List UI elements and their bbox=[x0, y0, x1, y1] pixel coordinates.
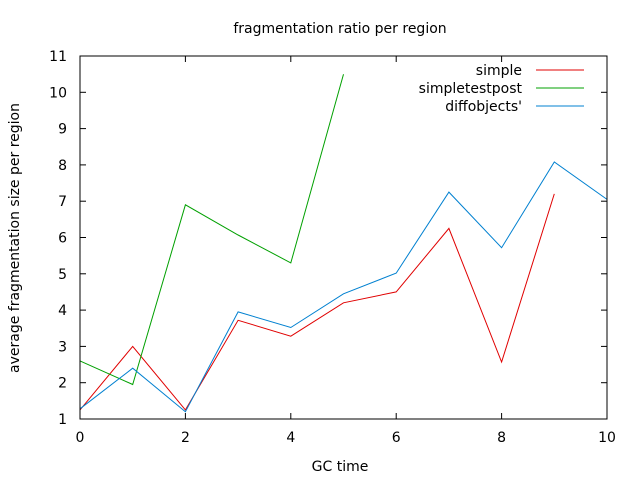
y-tick-label: 8 bbox=[58, 158, 67, 174]
legend: simple simpletestpost diffobjects' bbox=[419, 63, 584, 115]
chart-title: fragmentation ratio per region bbox=[233, 21, 446, 37]
plot-frame bbox=[79, 55, 608, 420]
legend-label: simpletestpost bbox=[419, 81, 523, 97]
y-axis-label: average fragmentation size per region bbox=[7, 103, 23, 373]
series-line-diffobjects- bbox=[79, 161, 608, 413]
x-tick-label: 4 bbox=[286, 430, 295, 446]
x-tick-label: 8 bbox=[497, 430, 506, 446]
y-tick-label: 9 bbox=[58, 122, 67, 138]
y-tick-label: 1 bbox=[58, 412, 67, 428]
x-axis-label: GC time bbox=[312, 459, 369, 475]
x-tick-label: 0 bbox=[76, 430, 85, 446]
legend-label: diffobjects' bbox=[445, 99, 522, 115]
legend-label: simple bbox=[476, 63, 522, 79]
y-tick-label: 11 bbox=[49, 49, 67, 65]
y-tick-label: 7 bbox=[58, 194, 67, 210]
y-tick-label: 6 bbox=[58, 231, 67, 247]
series-layer bbox=[79, 74, 608, 413]
y-tick-label: 4 bbox=[58, 303, 67, 319]
series-line-simpletestpost bbox=[79, 74, 344, 386]
x-tick-label: 2 bbox=[181, 430, 190, 446]
y-tick-label: 2 bbox=[58, 376, 67, 392]
series-line-simple bbox=[79, 193, 555, 411]
y-tick-label: 10 bbox=[49, 85, 67, 101]
x-tick-label: 6 bbox=[392, 430, 401, 446]
y-tick-label: 5 bbox=[58, 267, 67, 283]
y-tick-label: 3 bbox=[58, 339, 67, 355]
x-tick-label: 10 bbox=[598, 430, 616, 446]
